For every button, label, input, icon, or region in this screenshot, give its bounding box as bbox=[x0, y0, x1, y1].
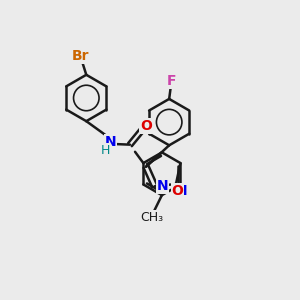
Text: Br: Br bbox=[72, 50, 90, 63]
Text: N: N bbox=[176, 184, 188, 198]
Text: N: N bbox=[156, 179, 168, 193]
Text: N: N bbox=[104, 135, 116, 149]
Text: O: O bbox=[140, 119, 152, 133]
Text: CH₃: CH₃ bbox=[140, 211, 163, 224]
Text: H: H bbox=[100, 144, 110, 157]
Text: O: O bbox=[172, 184, 183, 197]
Text: F: F bbox=[167, 74, 176, 88]
